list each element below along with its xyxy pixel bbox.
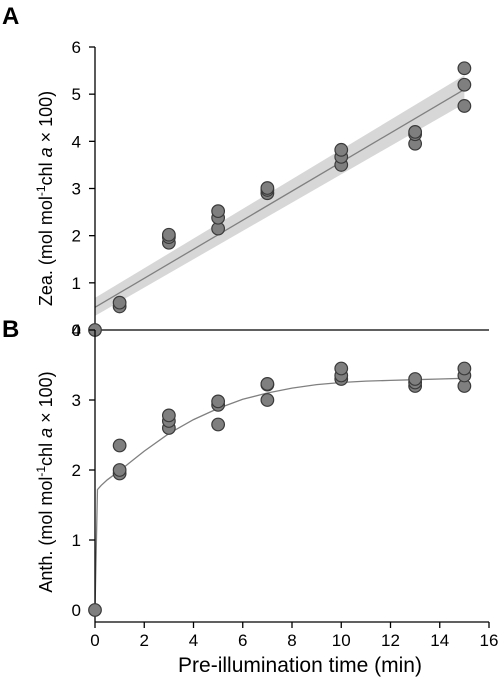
panel-b-x-tick-label: 6: [238, 631, 247, 650]
panel-b-ylabel-mid: chl: [36, 438, 56, 466]
panel-b-x-tick-label: 0: [90, 631, 99, 650]
panel-b-x-tick-label: 2: [140, 631, 149, 650]
x-axis-title: Pre-illumination time (min): [178, 654, 422, 677]
panel-a-ylabel-italic: a: [36, 147, 56, 157]
panel-a-y-tick-label: 0: [72, 321, 81, 340]
panel-a-y-tick-label: 2: [72, 227, 81, 246]
panel-b-data-point: [457, 361, 472, 376]
panel-b-fit-curve: [94, 377, 465, 611]
panel-a-points: [88, 61, 472, 337]
panel-a-ylabel-post: × 100): [36, 91, 56, 148]
panel-b-data-point: [112, 463, 127, 477]
panel-b-ylabel-sup: -1: [34, 466, 48, 477]
panel-b-points: [88, 361, 472, 617]
panel-b-data-point: [211, 394, 226, 409]
panel-b-y-tick-label: 3: [72, 391, 81, 410]
panel-a-ylabel-sup: -1: [34, 185, 48, 196]
panel-a-data-point: [457, 77, 472, 92]
panel-a-ylabel-mid: chl: [36, 157, 56, 185]
panel-b-x-tick-label: 4: [189, 631, 198, 650]
panel-b-data-point: [161, 408, 176, 423]
panel-b-data-point: [88, 603, 102, 617]
panel-a-data-point: [112, 295, 127, 310]
panel-a-fit-layer: [94, 88, 465, 308]
panel-b-data-point: [112, 438, 127, 453]
panel-b-x-tick-label: 16: [480, 631, 499, 650]
panel-b-x-tick-label: 12: [381, 631, 400, 650]
panel-b-data-point: [260, 393, 275, 407]
panel-b-ylabel-pre: Anth. (mol mol: [36, 477, 56, 593]
panel-a-fit-line: [94, 88, 465, 308]
panel-a-y-tick-label: 5: [72, 85, 81, 104]
panel-a-data-point: [260, 181, 275, 195]
panel-b-y-tick-label: 2: [72, 461, 81, 480]
panel-a-data-point: [334, 142, 349, 157]
panel-a-y-tick-label: 6: [72, 38, 81, 57]
panel-a-axes: 0 1 2 3 4 5 6: [72, 38, 489, 340]
panel-a: 0 1 2 3 4 5 6 Zea. (mol mol-1chl a × 100): [34, 38, 489, 340]
panel-a-data-point: [457, 61, 472, 76]
panel-a-y-axis-title: Zea. (mol mol-1chl a × 100): [34, 91, 56, 306]
panel-a-confidence-band: [95, 75, 465, 316]
panel-a-y-tick-label: 1: [72, 274, 81, 293]
panel-b-y-axis-title: Anth. (mol mol-1chl a × 100): [34, 371, 56, 592]
panel-b-ylabel-italic: a: [36, 428, 56, 438]
panel-a-data-point: [457, 99, 472, 113]
panel-a-ci-layer: [95, 75, 465, 316]
panel-b-data-point: [211, 417, 226, 432]
panel-b-data-point: [260, 377, 275, 391]
panel-b-fit-layer: [94, 377, 465, 611]
panel-a-data-point: [408, 124, 423, 139]
panel-b-y-tick-label: 1: [72, 531, 81, 550]
panel-b-letter: B: [2, 316, 19, 343]
panel-a-data-point: [211, 204, 226, 219]
panel-b-x-tick-label: 10: [332, 631, 351, 650]
panel-b-x-tick-label: 8: [287, 631, 296, 650]
panel-a-y-tick-label: 3: [72, 180, 81, 199]
panel-a-ylabel-pre: Zea. (mol mol: [36, 196, 56, 306]
panel-b-y-tick-label: 0: [72, 601, 81, 620]
panel-a-letter: A: [2, 3, 19, 30]
panel-a-y-tick-label: 4: [72, 132, 81, 151]
panel-b-ylabel-post: × 100): [36, 371, 56, 428]
panel-b-x-tick-label: 14: [430, 631, 449, 650]
panel-b-data-point: [334, 361, 349, 376]
panel-b-data-point: [408, 372, 423, 386]
panel-a-data-point: [161, 227, 176, 242]
panel-b-y-tick-label: 4: [72, 321, 81, 340]
